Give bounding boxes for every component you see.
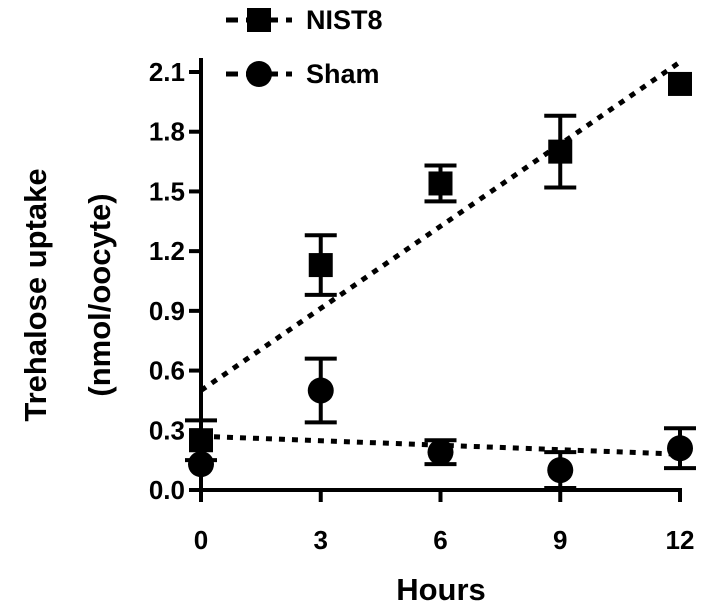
legend: NIST8 Sham (226, 5, 383, 89)
data-point-circle (547, 457, 574, 484)
y-tick-label: 0.9 (149, 296, 185, 326)
axes: 0.0 0.3 0.6 0.9 1.2 1.5 1.8 2.1 0 3 6 9 12 (149, 57, 695, 555)
x-tick-label: 6 (433, 525, 447, 555)
data-markers (188, 71, 693, 484)
y-tick-label: 0.0 (149, 475, 185, 505)
y-tick-label: 0.6 (149, 356, 185, 386)
y-tick-label: 1.8 (149, 117, 185, 147)
legend-label: NIST8 (306, 5, 383, 35)
legend-label: Sham (306, 59, 380, 89)
y-axis-title-line-1: Trehalose uptake (18, 168, 53, 421)
y-tick-label: 1.2 (149, 236, 185, 266)
data-point-circle (667, 435, 693, 462)
data-point-square (428, 171, 453, 196)
data-point-circle (427, 439, 454, 466)
x-tick-label: 12 (666, 525, 695, 555)
x-tick-label: 0 (194, 525, 208, 555)
x-axis-title: Hours (396, 572, 486, 607)
x-tick-label: 9 (553, 525, 567, 555)
y-tick-label: 1.5 (149, 176, 185, 206)
y-tick-label: 0.3 (149, 415, 185, 445)
legend-marker-square (247, 8, 271, 32)
data-point-circle (188, 451, 214, 478)
data-point-square (308, 253, 333, 278)
legend-marker-circle (246, 61, 272, 87)
y-tick-label: 2.1 (149, 57, 185, 87)
y-axis-title: Trehalose uptake (nmol/oocyte) (18, 168, 117, 421)
y-axis-title-line-2: (nmol/oocyte) (82, 193, 117, 396)
data-point-square (668, 71, 692, 96)
data-point-circle (307, 377, 334, 404)
trend-line (199, 59, 682, 393)
x-tick-label: 3 (314, 525, 328, 555)
data-point-square (548, 139, 573, 164)
trend-lines (199, 59, 682, 457)
data-point-square (189, 428, 213, 453)
